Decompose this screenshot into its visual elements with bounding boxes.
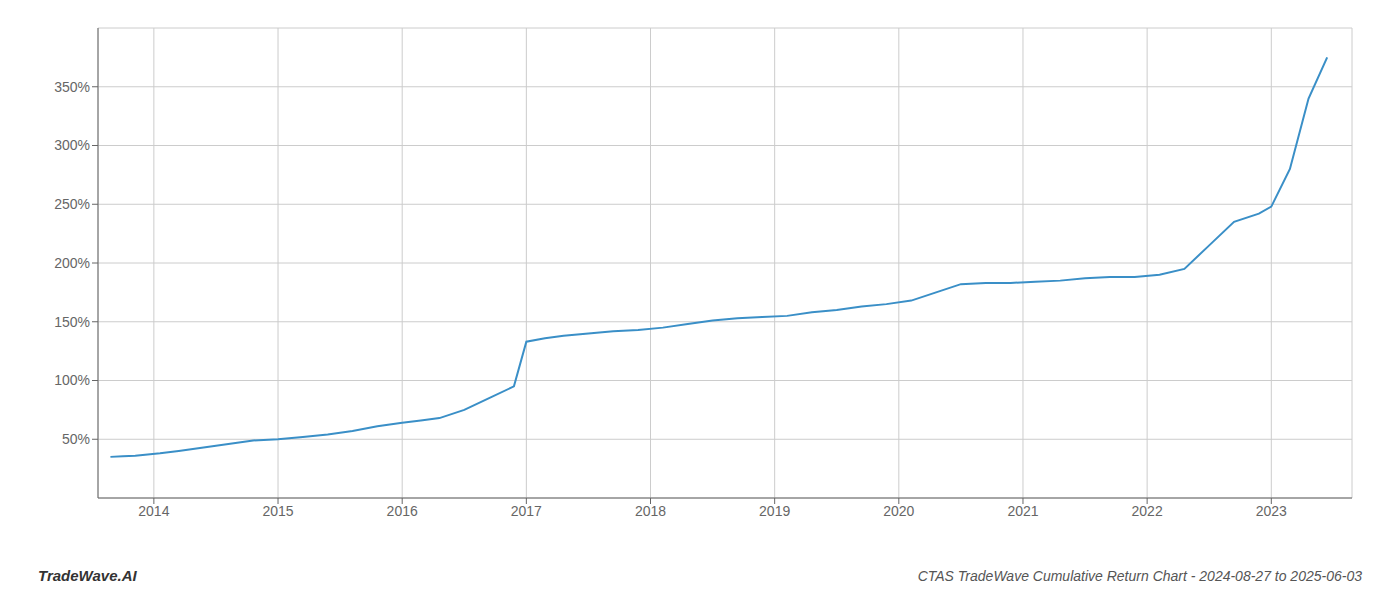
svg-text:2016: 2016 (387, 503, 418, 519)
svg-text:200%: 200% (54, 255, 90, 271)
svg-text:2014: 2014 (138, 503, 169, 519)
svg-text:100%: 100% (54, 372, 90, 388)
svg-text:2018: 2018 (635, 503, 666, 519)
svg-text:2015: 2015 (262, 503, 293, 519)
html-text:CTAS TradeWave Cumulative Retu: CTAS TradeWave Cumulative Return Chart -… (917, 568, 1362, 584)
svg-text:2021: 2021 (1007, 503, 1038, 519)
svg-text:250%: 250% (54, 196, 90, 212)
svg-text:2017: 2017 (511, 503, 542, 519)
svg-text:2019: 2019 (759, 503, 790, 519)
svg-text:300%: 300% (54, 137, 90, 153)
html-text:TradeWave.AI: TradeWave.AI (38, 567, 137, 584)
svg-text:2023: 2023 (1256, 503, 1287, 519)
svg-text:2020: 2020 (883, 503, 914, 519)
svg-text:50%: 50% (62, 431, 90, 447)
svg-text:150%: 150% (54, 314, 90, 330)
svg-text:350%: 350% (54, 79, 90, 95)
svg-text:2022: 2022 (1132, 503, 1163, 519)
